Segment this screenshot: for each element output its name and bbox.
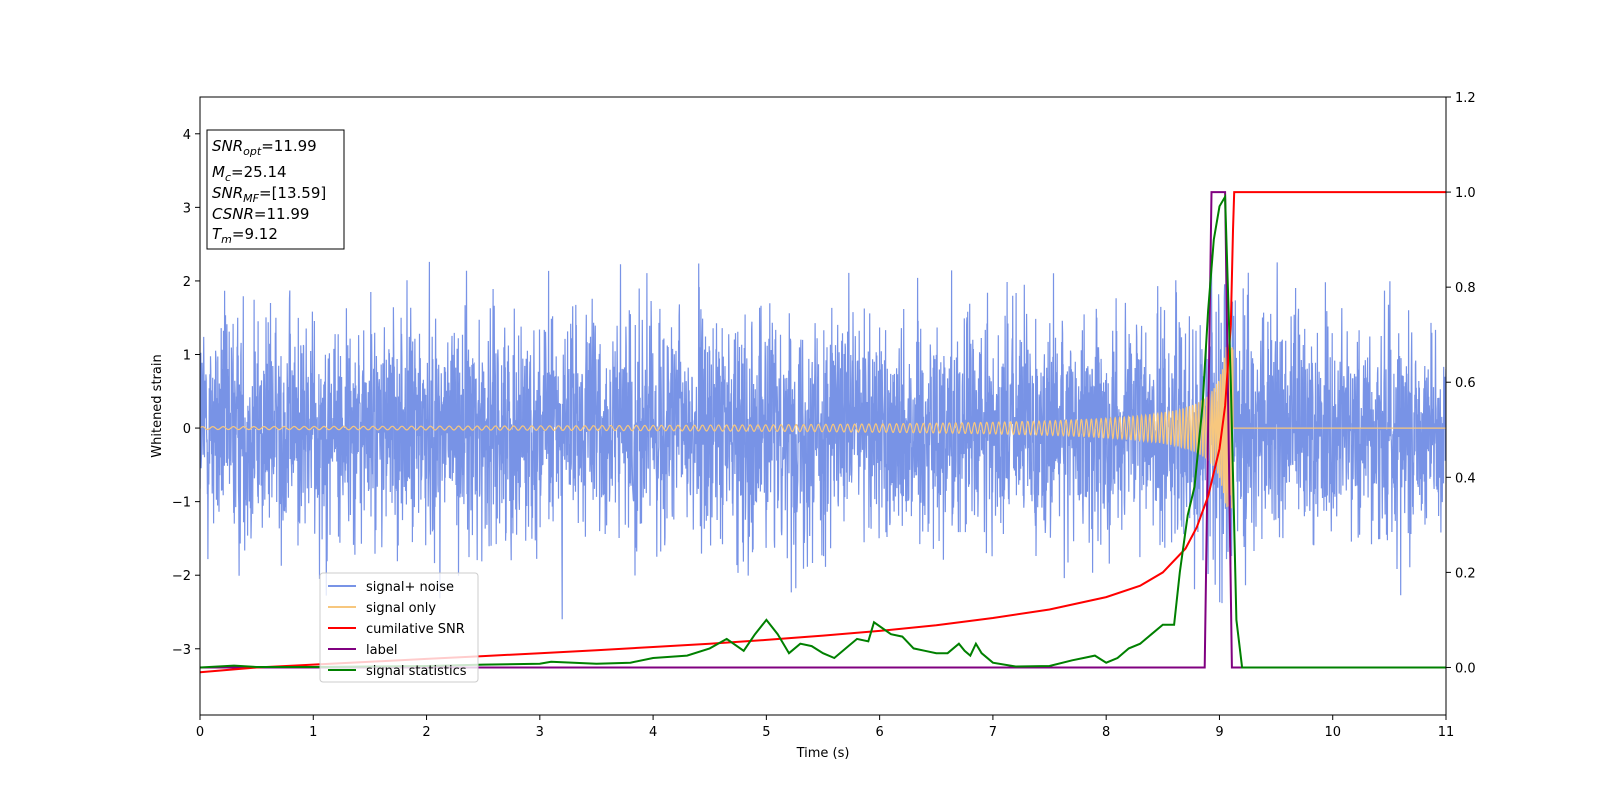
y2-tick-label: 0.2 [1455,566,1476,581]
y-tick-label: 0 [183,422,191,437]
series-signal-plus-noise [200,255,1446,620]
y-tick-label: 3 [183,201,191,216]
y2-tick-label: 0.6 [1455,376,1476,391]
x-tick-label: 0 [196,725,204,740]
x-tick-label: 3 [536,725,544,740]
x-tick-label: 10 [1324,725,1341,740]
x-tick-label: 1 [309,725,317,740]
x-tick-label: 9 [1215,725,1223,740]
y-tick-label: −3 [172,643,191,658]
y-tick-label: 4 [183,128,191,143]
x-tick-label: 7 [989,725,997,740]
plot-frame [199,96,1447,716]
y-tick-label: 2 [183,275,191,290]
y2-tick-label: 1.2 [1455,91,1476,106]
y-tick-label: −2 [172,569,191,584]
series-signal-only [200,347,1446,510]
legend-label: cumilative SNR [366,622,465,637]
y2-tick-label: 0.8 [1455,281,1476,296]
info-chirp-mass: Mc=25.14 [212,163,287,184]
x-tick-label: 5 [762,725,770,740]
y-axis-label: Whitened strain [150,354,165,457]
y-tick-label: 1 [183,349,191,364]
legend-label: signal statistics [366,664,467,679]
y2-tick-label: 0.0 [1455,661,1476,676]
y-tick-label: −1 [172,496,191,511]
info-snr-opt: SNRopt=11.99 [212,137,317,158]
legend: signal+ noise signal only cumilative SNR la… [319,572,479,683]
info-csnr: CSNR=11.99 [212,205,309,223]
legend-label: label [366,643,397,658]
x-tick-label: 8 [1102,725,1110,740]
axes: 0 1 2 3 4 5 6 7 8 9 10 11 −3 −2 −1 0 1 2 3 4 0.0 0.2 0.4 0.6 0.8… [172,91,1476,740]
x-tick-label: 11 [1438,725,1455,740]
legend-frame [319,572,479,683]
y2-tick-label: 1.0 [1455,186,1476,201]
legend-label: signal only [366,601,436,616]
info-box-frame [206,129,345,250]
x-tick-label: 6 [875,725,883,740]
series-signal-statistics [200,193,1446,669]
info-snr-mf: SNRMF=[13.59] [212,184,326,205]
x-axis-label: Time (s) [796,746,850,761]
legend-label: signal+ noise [366,580,454,595]
info-box: SNRopt=11.99 Mc=25.14 SNRMF=[13.59] CSNR… [206,129,345,250]
x-tick-label: 2 [422,725,430,740]
info-merger-time: Tm=9.12 [212,225,278,246]
x-tick-label: 4 [649,725,657,740]
y2-tick-label: 0.4 [1455,471,1476,486]
